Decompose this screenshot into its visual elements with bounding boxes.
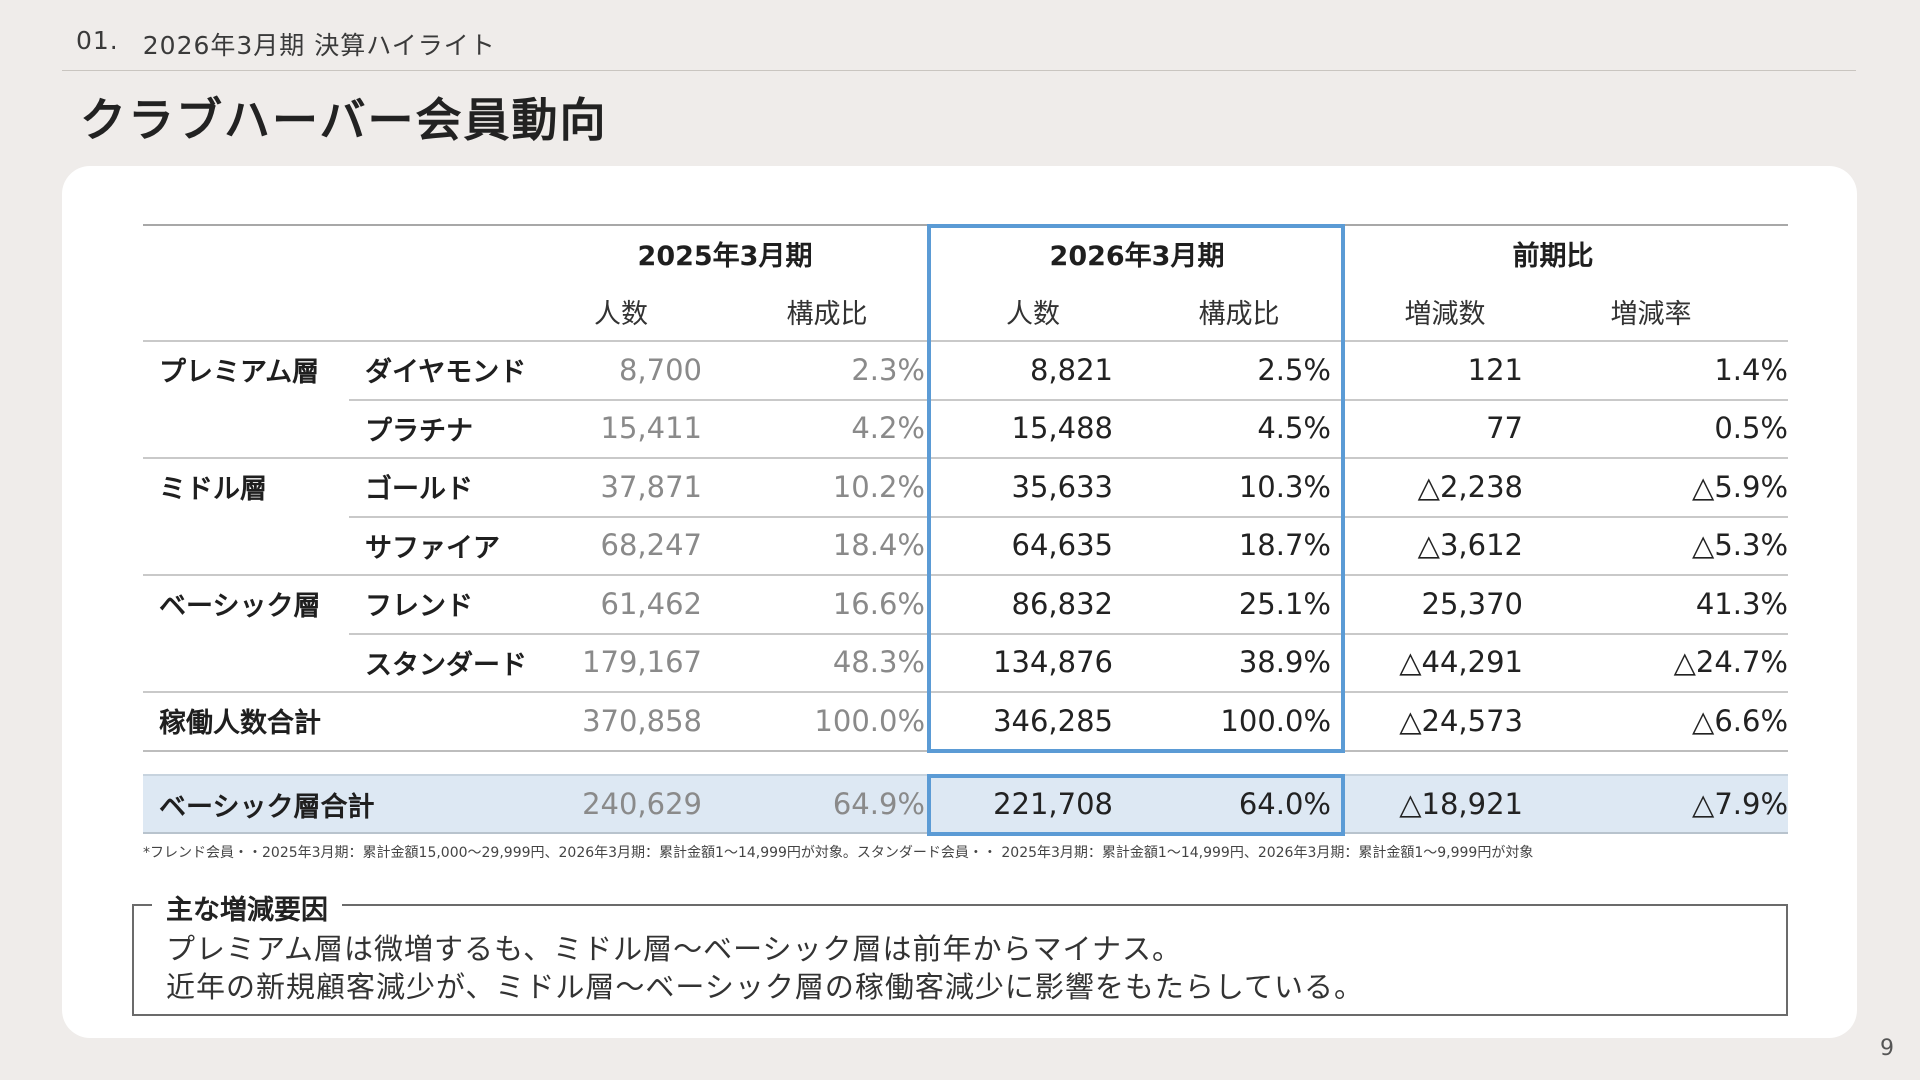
- summary-ratio-2026: 64.0%: [1238, 787, 1331, 821]
- count-2025: 15,411: [600, 411, 702, 445]
- rank-label: フレンド: [365, 591, 473, 622]
- summary-count-2025: 240,629: [582, 787, 702, 821]
- count-2026: 346,285: [993, 703, 1113, 738]
- diff-rate: 1.4%: [1714, 352, 1788, 387]
- summary-label: ベーシック層合計: [159, 791, 375, 823]
- diff-rate: △24.7%: [1673, 645, 1788, 679]
- page-number: 9: [1880, 1036, 1894, 1061]
- count-2025: 37,871: [600, 469, 702, 504]
- row-divider: [349, 633, 1788, 635]
- table-header-rule: [143, 340, 1788, 342]
- count-2026: 134,876: [993, 645, 1113, 679]
- ratio-2025: 48.3%: [832, 645, 925, 679]
- count-2025: 68,247: [600, 528, 702, 562]
- ratio-2026: 18.7%: [1238, 528, 1331, 562]
- row-divider: [349, 399, 1788, 401]
- row-divider: [143, 457, 1788, 459]
- tier-label: プレミアム層: [159, 357, 320, 388]
- header-divider: [62, 70, 1856, 71]
- table-bottom-rule: [143, 750, 1788, 752]
- diff-rate: 0.5%: [1714, 411, 1788, 445]
- diff-count: 121: [1467, 352, 1523, 387]
- diff-rate: △5.9%: [1692, 469, 1788, 504]
- diff-count: △3,612: [1417, 528, 1523, 562]
- row-divider: [349, 516, 1788, 518]
- key-factors-title: 主な増減要因: [152, 888, 342, 927]
- footnote: *フレンド会員・・2025年3月期：累計金額15,000〜29,999円、202…: [143, 845, 1534, 861]
- diff-rate: 41.3%: [1695, 586, 1788, 621]
- ratio-2026: 2.5%: [1257, 352, 1331, 387]
- count-2025: 61,462: [600, 586, 702, 621]
- rank-label: サファイア: [365, 532, 500, 564]
- ratio-2026: 10.3%: [1238, 469, 1331, 504]
- sub-header-ratio-2026: 構成比: [1198, 298, 1280, 330]
- key-factors-box: 主な増減要因 プレミアム層は微増するも、ミドル層〜ベーシック層は前年からマイナス…: [132, 888, 1788, 1016]
- ratio-2025: 4.2%: [851, 411, 925, 445]
- diff-count: △2,238: [1417, 469, 1523, 504]
- tier-label: ベーシック層: [159, 591, 321, 622]
- sub-header-count-2026: 人数: [1006, 298, 1060, 330]
- section-title: 2026年3月期 決算ハイライト: [142, 31, 496, 60]
- ratio-2026: 38.9%: [1238, 645, 1331, 679]
- col-group-yoy: 前期比: [1512, 240, 1594, 272]
- summary-ratio-2025: 64.9%: [832, 787, 925, 821]
- page-title: クラブハーバー会員動向: [80, 93, 608, 147]
- ratio-2025: 100.0%: [814, 703, 925, 738]
- diff-count: 77: [1486, 411, 1523, 445]
- member-table: 2025年3月期 2026年3月期 前期比 人数 構成比 人数 構成比 増減数 …: [143, 224, 1788, 836]
- count-2026: 35,633: [1011, 469, 1113, 504]
- sub-header-rate: 増減率: [1610, 298, 1692, 330]
- diff-count: △24,573: [1399, 703, 1523, 738]
- col-group-2025: 2025年3月期: [637, 240, 813, 272]
- summary-count-2026: 221,708: [993, 787, 1113, 821]
- table-top-rule: [143, 224, 1788, 226]
- count-2025: 179,167: [582, 645, 702, 679]
- rank-label: ゴールド: [365, 474, 473, 505]
- row-divider: [143, 691, 1788, 693]
- ratio-2026: 4.5%: [1257, 411, 1331, 445]
- count-2025: 8,700: [618, 352, 702, 387]
- ratio-2025: 2.3%: [851, 352, 925, 387]
- tier-label: ミドル層: [159, 474, 267, 505]
- count-2026: 64,635: [1011, 528, 1113, 562]
- summary-diff-count: △18,921: [1399, 787, 1523, 821]
- count-2026: 15,488: [1011, 411, 1113, 445]
- ratio-2025: 10.2%: [832, 469, 925, 504]
- col-group-2026: 2026年3月期: [1049, 240, 1225, 272]
- rank-label: プラチナ: [365, 415, 473, 447]
- section-label: 01. 2026年3月期 決算ハイライト: [76, 26, 496, 62]
- count-2025: 370,858: [582, 703, 702, 738]
- rank-label: ダイヤモンド: [365, 357, 527, 388]
- sub-header-ratio-2025: 構成比: [786, 298, 868, 330]
- ratio-2025: 18.4%: [832, 528, 925, 562]
- total-label: 稼働人数合計: [159, 708, 321, 739]
- diff-count: △44,291: [1399, 645, 1523, 679]
- row-divider: [143, 574, 1788, 576]
- count-2026: 86,832: [1011, 586, 1113, 621]
- key-factor-line: プレミアム層は微増するも、ミドル層〜ベーシック層は前年からマイナス。: [166, 932, 1182, 966]
- ratio-2025: 16.6%: [832, 586, 925, 621]
- count-2026: 8,821: [1029, 352, 1113, 387]
- diff-rate: △6.6%: [1692, 703, 1788, 738]
- section-number: 01.: [76, 26, 119, 55]
- summary-diff-rate: △7.9%: [1692, 787, 1788, 821]
- content-card: [62, 166, 1857, 1038]
- sub-header-count-2025: 人数: [594, 298, 648, 330]
- diff-count: 25,370: [1421, 586, 1523, 621]
- sub-header-diff: 増減数: [1404, 298, 1486, 330]
- rank-label: スタンダード: [365, 649, 527, 681]
- ratio-2026: 100.0%: [1220, 703, 1331, 738]
- diff-rate: △5.3%: [1692, 528, 1788, 562]
- key-factor-line: 近年の新規顧客減少が、ミドル層〜ベーシック層の稼働客減少に影響をもたらしている。: [166, 970, 1364, 1004]
- ratio-2026: 25.1%: [1238, 586, 1331, 621]
